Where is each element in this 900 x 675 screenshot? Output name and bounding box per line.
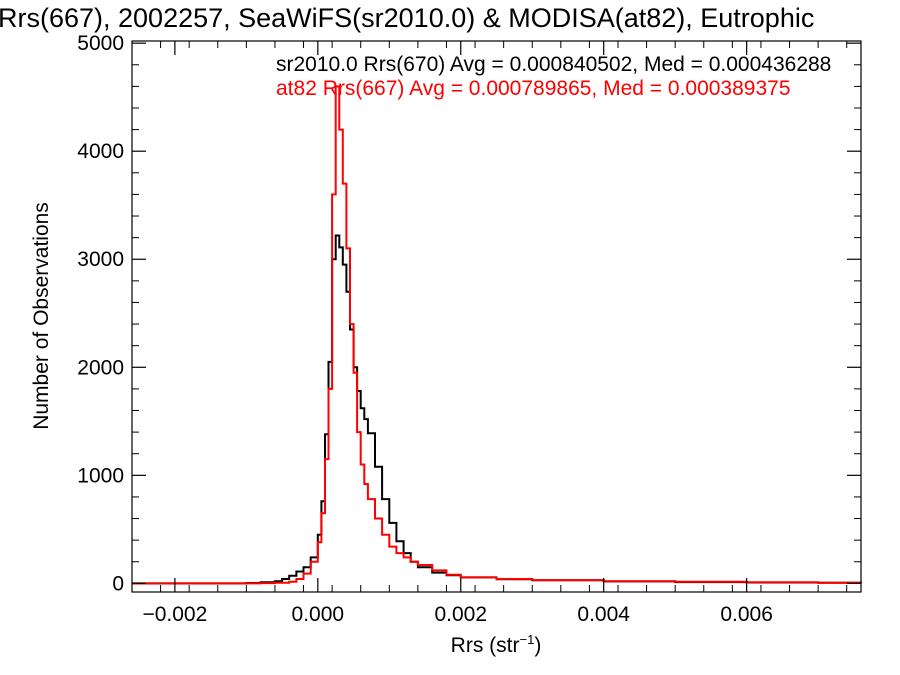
y-axis-ticks: 0 1000 2000 3000 4000 5000 — [77, 32, 861, 595]
x-tick-label: −0.002 — [142, 603, 207, 626]
x-axis-label-superscript: −1 — [520, 632, 535, 647]
y-tick-label: 4000 — [77, 140, 124, 163]
x-tick-label: 0.006 — [720, 603, 773, 626]
legend-entry-sr2010: sr2010.0 Rrs(670) Avg = 0.000840502, Med… — [276, 53, 831, 76]
y-tick-label: 2000 — [77, 356, 124, 379]
x-tick-label: 0.004 — [577, 603, 630, 626]
plot-frame — [131, 40, 862, 593]
series-line-0 — [132, 234, 862, 585]
y-tick-label: 3000 — [77, 248, 124, 271]
y-tick-label: 1000 — [77, 464, 124, 487]
chart-title: Rrs(667), 2002257, SeaWiFS(sr2010.0) & M… — [0, 3, 814, 33]
series-layer — [132, 85, 862, 585]
x-axis-label: Rrs (str−1) — [451, 632, 542, 657]
x-axis-label-main: Rrs (str — [451, 634, 520, 657]
y-tick-label: 5000 — [77, 32, 124, 55]
legend-entry-at82: at82 Rrs(667) Avg = 0.000789865, Med = 0… — [276, 77, 791, 100]
x-axis-label-suffix: ) — [534, 634, 541, 657]
x-tick-label: 0.002 — [434, 603, 487, 626]
y-tick-label: 0 — [112, 572, 124, 595]
x-tick-label: 0.000 — [292, 603, 345, 626]
y-axis-label: Number of Observations — [30, 202, 53, 430]
series-line-1 — [132, 85, 862, 585]
x-axis-ticks: −0.002 0.000 0.002 0.004 0.006 — [131, 41, 848, 626]
